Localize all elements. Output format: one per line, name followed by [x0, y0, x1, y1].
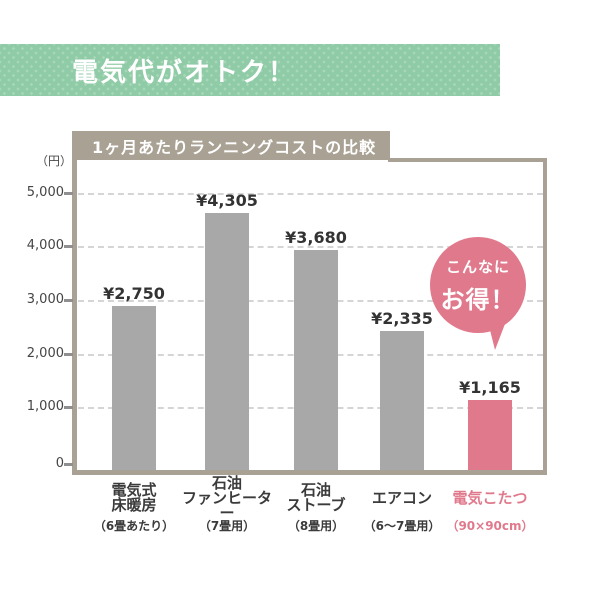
bar-value-label: ¥2,335 [371, 309, 433, 328]
gridline [78, 246, 543, 248]
category-sublabel: （6畳あたり） [93, 519, 175, 533]
chart-title: 1ヶ月あたりランニングコストの比較 [92, 137, 377, 157]
y-tick-mark [64, 353, 73, 356]
bar-4 [380, 331, 424, 470]
callout-line1: こんなに [445, 257, 510, 276]
y-tick-mark [64, 406, 73, 409]
bar-value-label: ¥3,680 [285, 228, 347, 247]
y-tick-mark [64, 299, 73, 302]
bar-1 [112, 306, 156, 470]
category-label: 電気こたつ [452, 488, 528, 507]
bar-value-label: ¥2,750 [103, 284, 165, 303]
chart-title-box: 1ヶ月あたりランニングコストの比較 [72, 131, 390, 160]
gridline [78, 193, 543, 195]
banner-title: 電気代がオトク！ [72, 57, 297, 88]
y-tick-mark [64, 245, 73, 248]
y-tick-label: 2,000 [26, 346, 64, 361]
banner: 電気代がオトク！ [0, 44, 500, 96]
category-sublabel: （7畳用） [198, 519, 256, 533]
chart-right-border [543, 158, 547, 475]
category-sublabel: （90×90cm） [446, 519, 534, 533]
bar-3 [294, 250, 338, 470]
y-tick-label: 1,000 [26, 399, 64, 414]
y-tick-mark [64, 192, 73, 195]
category-label: 石油 ファンヒーター [181, 473, 272, 522]
y-tick-label: 0 [55, 456, 64, 471]
bar-5 [468, 400, 512, 470]
bar-value-label: ¥1,165 [459, 378, 521, 397]
y-axis-unit-label: （円） [36, 154, 73, 168]
category-sublabel: （8畳用） [287, 519, 345, 533]
bar-2 [205, 213, 249, 470]
callout-line2: お得！ [440, 285, 516, 314]
chart-x-axis-line [72, 470, 547, 475]
chart-top-border [388, 158, 547, 162]
y-tick-label: 4,000 [26, 238, 64, 253]
bar-value-label: ¥4,305 [196, 191, 258, 210]
y-tick-mark [64, 463, 73, 466]
category-label: 電気式 床暖房 [111, 481, 157, 514]
y-tick-label: 3,000 [26, 292, 64, 307]
chart-left-border [72, 131, 77, 475]
callout-bubble: こんなに お得！ [430, 237, 526, 333]
y-tick-label: 5,000 [26, 185, 64, 200]
category-sublabel: （6～7畳用） [363, 519, 441, 533]
category-label: 石油 ストーブ [286, 481, 346, 514]
category-label: エアコン [371, 488, 432, 507]
